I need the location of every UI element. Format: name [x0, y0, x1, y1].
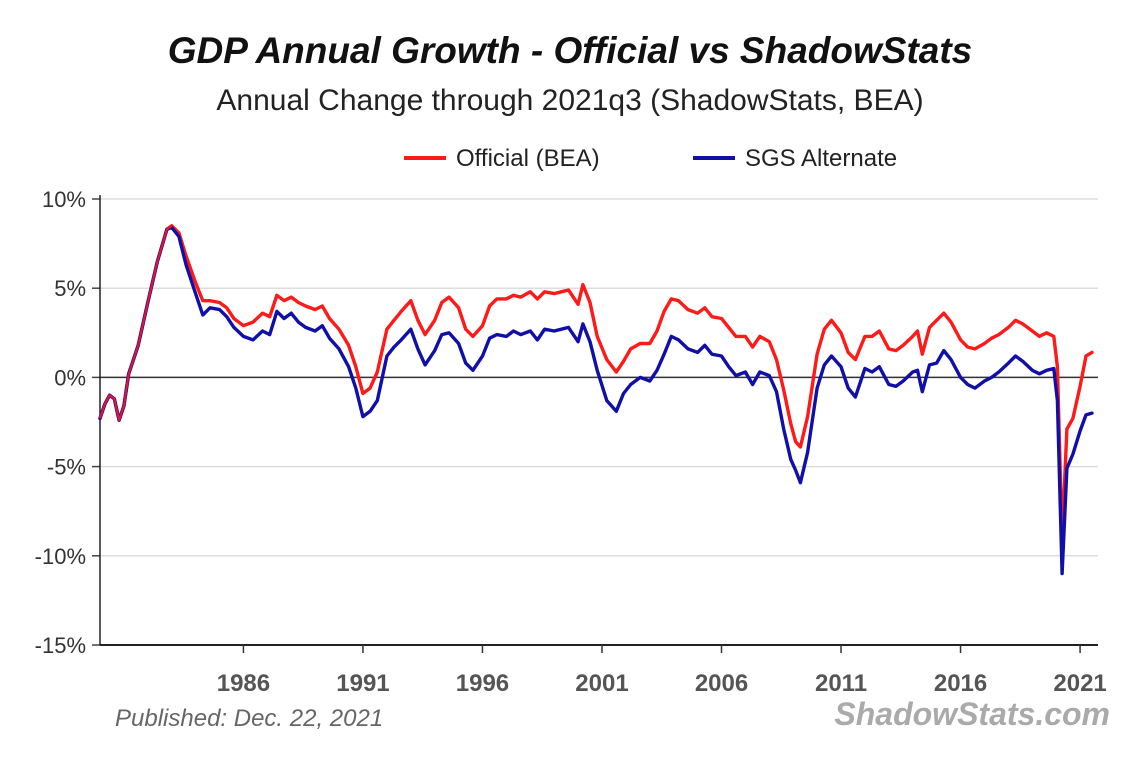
legend-label-official: Official (BEA) — [456, 145, 600, 172]
y-tick-label: 10% — [42, 187, 86, 212]
y-tick-label: -5% — [47, 455, 86, 480]
x-tick-label: 2016 — [934, 670, 987, 697]
y-tick-label: -15% — [35, 633, 86, 658]
legend-swatch-sgs-alternate — [693, 155, 735, 160]
legend-label-sgs-alternate: SGS Alternate — [745, 145, 898, 172]
source-credit: ShadowStats.com — [834, 696, 1110, 732]
chart-subtitle: Annual Change through 2021q3 (ShadowStat… — [216, 84, 924, 117]
legend-swatch-official — [404, 155, 446, 160]
x-tick-label: 1996 — [456, 670, 509, 697]
y-tick-label: 0% — [54, 365, 86, 390]
x-tick-label: 2006 — [695, 670, 748, 697]
series-line-official — [98, 224, 1094, 542]
chart-title: GDP Annual Growth - Official vs ShadowSt… — [167, 30, 973, 71]
y-tick-label: 5% — [54, 276, 86, 301]
x-tick-label: 2001 — [575, 670, 628, 697]
legend-item-sgs-alternate: SGS Alternate — [693, 142, 897, 176]
series-line-official-overlap — [98, 224, 173, 422]
x-tick-label: 1991 — [336, 670, 389, 697]
series-line-sgs-alternate — [98, 225, 1094, 576]
x-tick-label: 2021 — [1053, 670, 1106, 697]
x-tick-label: 2011 — [815, 670, 867, 697]
x-tick-label: 1986 — [217, 670, 270, 697]
legend-item-official: Official (BEA) — [404, 142, 600, 176]
published-date: Published: Dec. 22, 2021 — [115, 705, 384, 732]
y-tick-label: -10% — [35, 544, 86, 569]
chart-legend: Official (BEA) SGS Alternate — [0, 142, 1140, 176]
